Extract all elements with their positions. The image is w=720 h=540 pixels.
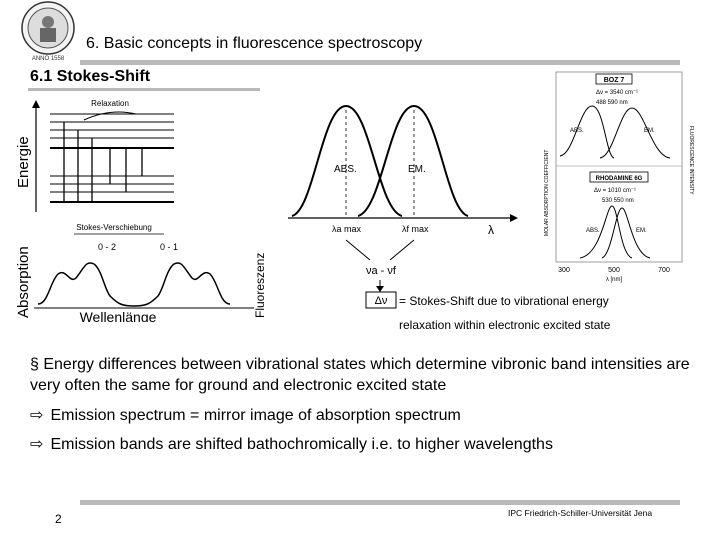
bullet-text: Energy differences between vibrational s…: [30, 356, 690, 394]
section-divider: [28, 88, 260, 91]
dye-spectra-figure: BOZ 7 Δν = 3540 cm⁻¹ 488 590 nm ABS. EM.…: [540, 66, 702, 284]
absorption-axis-label: Absorption: [15, 246, 32, 318]
university-seal-logo: ANNO 1558: [20, 0, 76, 62]
section-title: 6.1 Stokes-Shift: [30, 68, 151, 85]
energy-level-diagram: Relaxation Energie Absorption Fluoreszen…: [14, 92, 270, 325]
header-divider: [80, 60, 680, 65]
rhodamine-stokes-value: Δν = 1010 cm⁻¹: [594, 188, 636, 194]
x-axis-label: λ [nm]: [606, 277, 623, 283]
lambda-f-max-label: λf max: [402, 224, 429, 234]
y-axis-right-label: FLUORESCENCE INTENSITY: [688, 126, 694, 195]
abs-peak-label: ABS.: [334, 164, 357, 175]
bullet-item: ⇨ Emission bands are shifted bathochromi…: [30, 434, 553, 455]
boz7-title: BOZ 7: [604, 77, 625, 84]
bullet-item: § Energy differences between vibrational…: [30, 354, 690, 396]
boz7-peaks: 488 590 nm: [596, 100, 628, 106]
em-peak-label: EM.: [408, 164, 426, 175]
x-tick-700: 700: [658, 267, 670, 274]
page-header-title: 6. Basic concepts in fluorescence spectr…: [86, 35, 423, 52]
x-tick-300: 300: [558, 267, 570, 274]
wellenlaenge-axis-label: Wellenlänge: [80, 309, 157, 322]
fluoreszenz-axis-label: Fluoreszenz: [253, 253, 267, 318]
boz7-em-label: EM.: [644, 128, 655, 134]
fluorescence-transition-label: 0 - 1: [160, 242, 178, 252]
bullet-item: ⇨ Emission spectrum = mirror image of ab…: [30, 405, 461, 426]
rhodamine-abs-label: ABS.: [586, 228, 600, 234]
absorption-transition-label: 0 - 2: [98, 242, 116, 252]
arrow-marker-icon: ⇨: [30, 436, 44, 453]
lambda-axis-label: λ: [488, 223, 494, 237]
footer-divider: [80, 500, 680, 505]
boz7-abs-label: ABS.: [570, 128, 584, 134]
boz7-stokes-value: Δν = 3540 cm⁻¹: [596, 90, 638, 96]
footer-institution: IPC Friedrich-Schiller-Universität Jena: [508, 508, 653, 518]
page-number: 2: [55, 512, 62, 526]
arrow-marker-icon: ⇨: [30, 407, 44, 424]
stokes-shift-label: Stokes-Verschiebung: [76, 223, 152, 232]
bullet-text: Emission spectrum = mirror image of abso…: [50, 407, 461, 424]
nu-difference-label: νa - νf: [366, 265, 397, 277]
stokes-note-line-1: = Stokes-Shift due to vibrational energy: [399, 294, 609, 308]
delta-nu-label: Δν: [375, 295, 388, 307]
x-tick-500: 500: [608, 267, 620, 274]
rhodamine-title: RHODAMINE 6G: [596, 176, 643, 182]
lambda-a-max-label: λa max: [332, 224, 362, 234]
svg-text:ANNO 1558: ANNO 1558: [32, 56, 65, 62]
energie-axis-label: Energie: [15, 136, 32, 188]
y-axis-left-label: MOLAR ABSORPTION COEFFICIENT: [544, 150, 550, 236]
stokes-note-line-2: relaxation within electronic excited sta…: [399, 318, 611, 332]
rhodamine-peaks: 530 550 nm: [602, 198, 634, 204]
absorption-emission-diagram: ABS. EM. λ λa max λf max νa - νf Δν: [274, 92, 538, 338]
rhodamine-em-label: EM.: [636, 228, 647, 234]
bullet-marker: §: [30, 356, 39, 373]
relaxation-label: Relaxation: [91, 99, 129, 108]
bullet-text: Emission bands are shifted bathochromica…: [50, 436, 553, 453]
